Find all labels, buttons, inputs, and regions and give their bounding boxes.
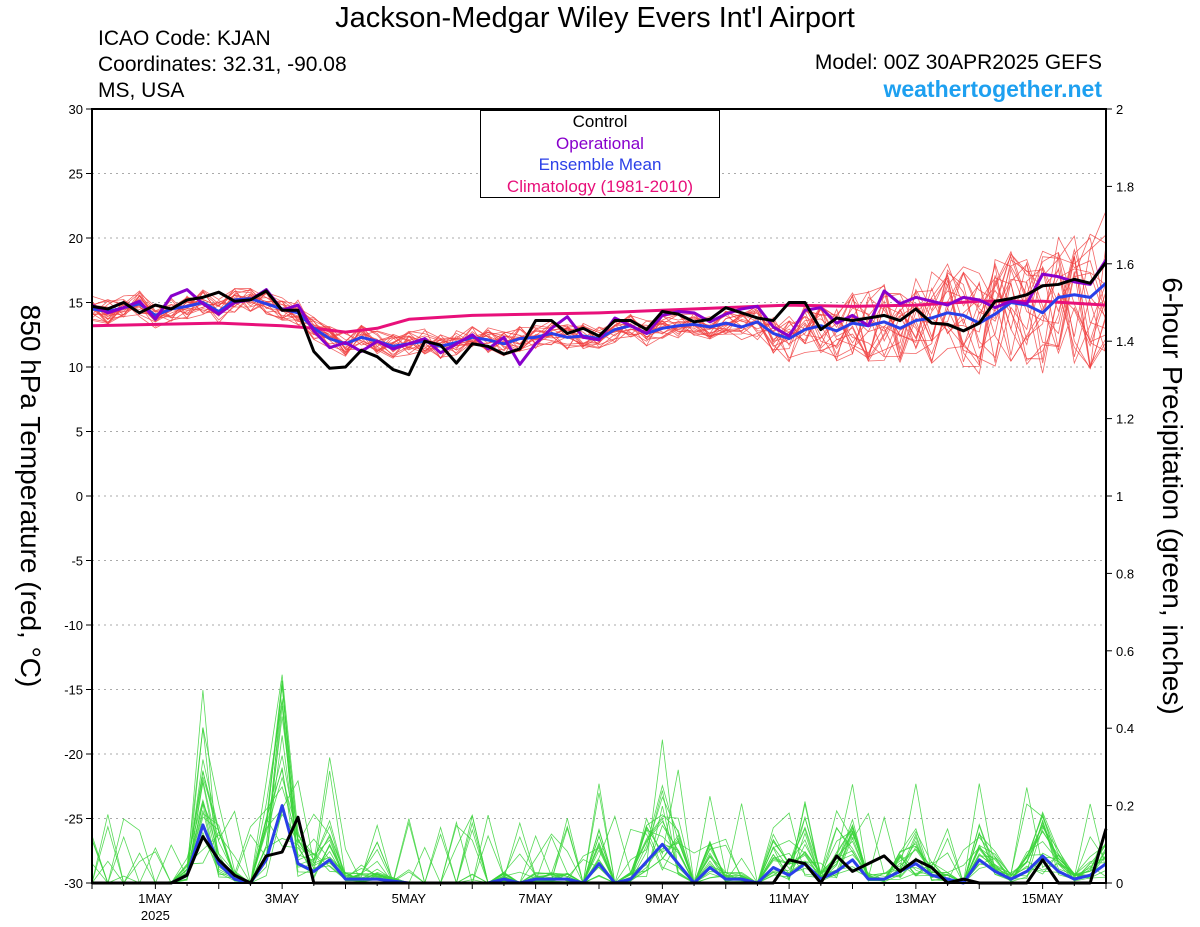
y-left-tick-label: -30 [64,876,83,891]
model-run: Model: 00Z 30APR2025 GEFS [814,51,1102,74]
icao-code: ICAO Code: KJAN [98,27,271,50]
y-right-tick-label: 1.4 [1116,334,1134,349]
y-left-tick-label: 10 [69,360,83,375]
y-left-tick-label: 25 [69,167,83,182]
legend-item-control: Control [572,112,628,131]
temp-member-line [91,236,1107,365]
x-tick-label: 9MAY [645,891,680,906]
precip-member-line [91,770,1107,885]
y-right-tick-label: 0.6 [1116,644,1134,659]
precip-member-line [92,727,1107,884]
climatology-temp-line [91,299,1107,334]
y-left-tick-label: -15 [64,683,83,698]
legend-item-climatology: Climatology (1981-2010) [506,176,694,196]
plot-frame [91,108,1107,884]
x-tick-label: 11MAY [769,891,810,906]
y-axis-right-label: 6-hour Precipitation (green, inches) [1157,277,1188,715]
control-temp-line [91,261,1108,377]
y-left-tick-label: 0 [76,489,83,504]
legend-item-ensemble-mean: Ensemble Mean [538,155,662,174]
region: MS, USA [98,79,185,102]
main-series-lines [91,259,1108,885]
y-right-tick-label: 1.8 [1116,179,1134,194]
coordinates: Coordinates: 32.31, -90.08 [98,53,347,76]
x-tick-label: 7MAY [518,891,553,906]
precip-member-line [92,757,1107,885]
precip-member-line [92,684,1107,884]
temp-member-line [91,235,1107,367]
chart-title: Jackson-Medgar Wiley Evers Int'l Airport [335,2,855,34]
legend: Control Operational Ensemble Mean Climat… [480,110,720,198]
y-left-tick-label: 15 [69,296,83,311]
x-tick-sublabel: 2025 [141,908,170,923]
x-tick-label: 15MAY [1022,891,1064,906]
y-left-tick-label: -10 [64,618,83,633]
y-left-tick-label: -20 [64,747,83,762]
legend-item-operational: Operational [556,133,644,153]
precip-member-line [92,809,1107,884]
y-right-tick-label: 2 [1116,102,1123,117]
y-right-tick-label: 1.2 [1116,412,1134,427]
precip-member-lines [91,674,1107,885]
x-tick-label: 13MAY [895,891,937,906]
temp-member-lines [91,210,1107,375]
y-left-tick-label: -25 [64,812,83,827]
y-axis-left-label: 850 hPa Temperature (red, °C) [15,304,46,688]
y-left-tick-label: 30 [69,102,83,117]
x-tick-label: 3MAY [265,891,300,906]
x-tick-label: 5MAY [392,891,427,906]
y-right-tick-label: 0.2 [1116,799,1134,814]
y-left-tick-label: 20 [69,231,83,246]
y-left-tick-label: -5 [71,554,83,569]
temp-member-line [91,259,1107,362]
y-left-tick-label: 5 [76,425,83,440]
y-right-tick-label: 1 [1116,489,1123,504]
y-right-tick-label: 1.6 [1116,257,1134,272]
y-right-tick-label: 0.8 [1116,566,1134,581]
grid-lines [92,173,1106,819]
precip-member-line [92,755,1107,885]
y-right-tick-label: 0 [1116,876,1123,891]
site-name: weathertogether.net [883,76,1102,102]
axis-ticks: 302520151050-5-10-15-20-25-3021.81.61.41… [64,102,1134,923]
x-tick-label: 1MAY [138,891,173,906]
y-right-tick-label: 0.4 [1116,721,1134,736]
